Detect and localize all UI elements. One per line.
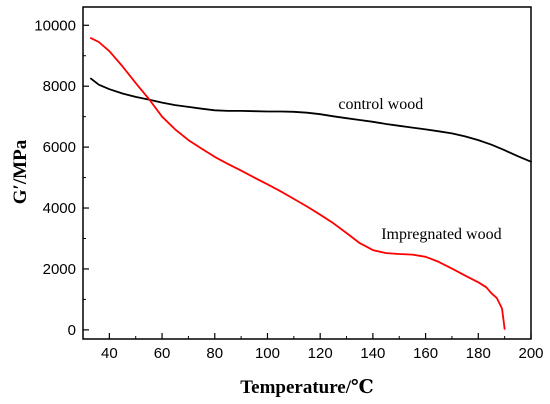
x-tick-label: 40 (101, 345, 118, 362)
y-axis-title: G′/MPa (10, 139, 31, 204)
y-tick-label: 10000 (34, 17, 76, 34)
x-tick-label: 160 (413, 345, 438, 362)
y-tick-label: 2000 (43, 261, 76, 278)
y-axis: 0 2000 4000 6000 8000 10000 (34, 17, 89, 339)
series-line-control-wood (90, 77, 532, 163)
x-tick-label: 100 (255, 345, 280, 362)
x-tick-label: 60 (154, 345, 171, 362)
series-line-impregnated-wood (90, 37, 506, 330)
x-tick-label: 140 (360, 345, 385, 362)
x-axis-title: Temperature/℃ (240, 377, 374, 398)
x-tick-label: 180 (466, 345, 491, 362)
x-axis: 40 60 80 100 120 140 160 180 200 (82, 333, 544, 362)
y-tick-label: 0 (68, 322, 76, 339)
y-tick-label: 4000 (43, 200, 76, 217)
series-label-control-wood: control wood (338, 96, 423, 113)
series-labels: control wood Impregnated wood (338, 96, 501, 243)
y-tick-label: 6000 (43, 139, 76, 156)
x-tick-label: 200 (518, 345, 543, 362)
x-tick-label: 80 (206, 345, 223, 362)
x-tick-label: 120 (308, 345, 333, 362)
y-tick-label: 8000 (43, 78, 76, 95)
plot-frame (82, 6, 532, 340)
series-layer (90, 37, 532, 330)
series-label-impregnated-wood: Impregnated wood (381, 226, 501, 243)
